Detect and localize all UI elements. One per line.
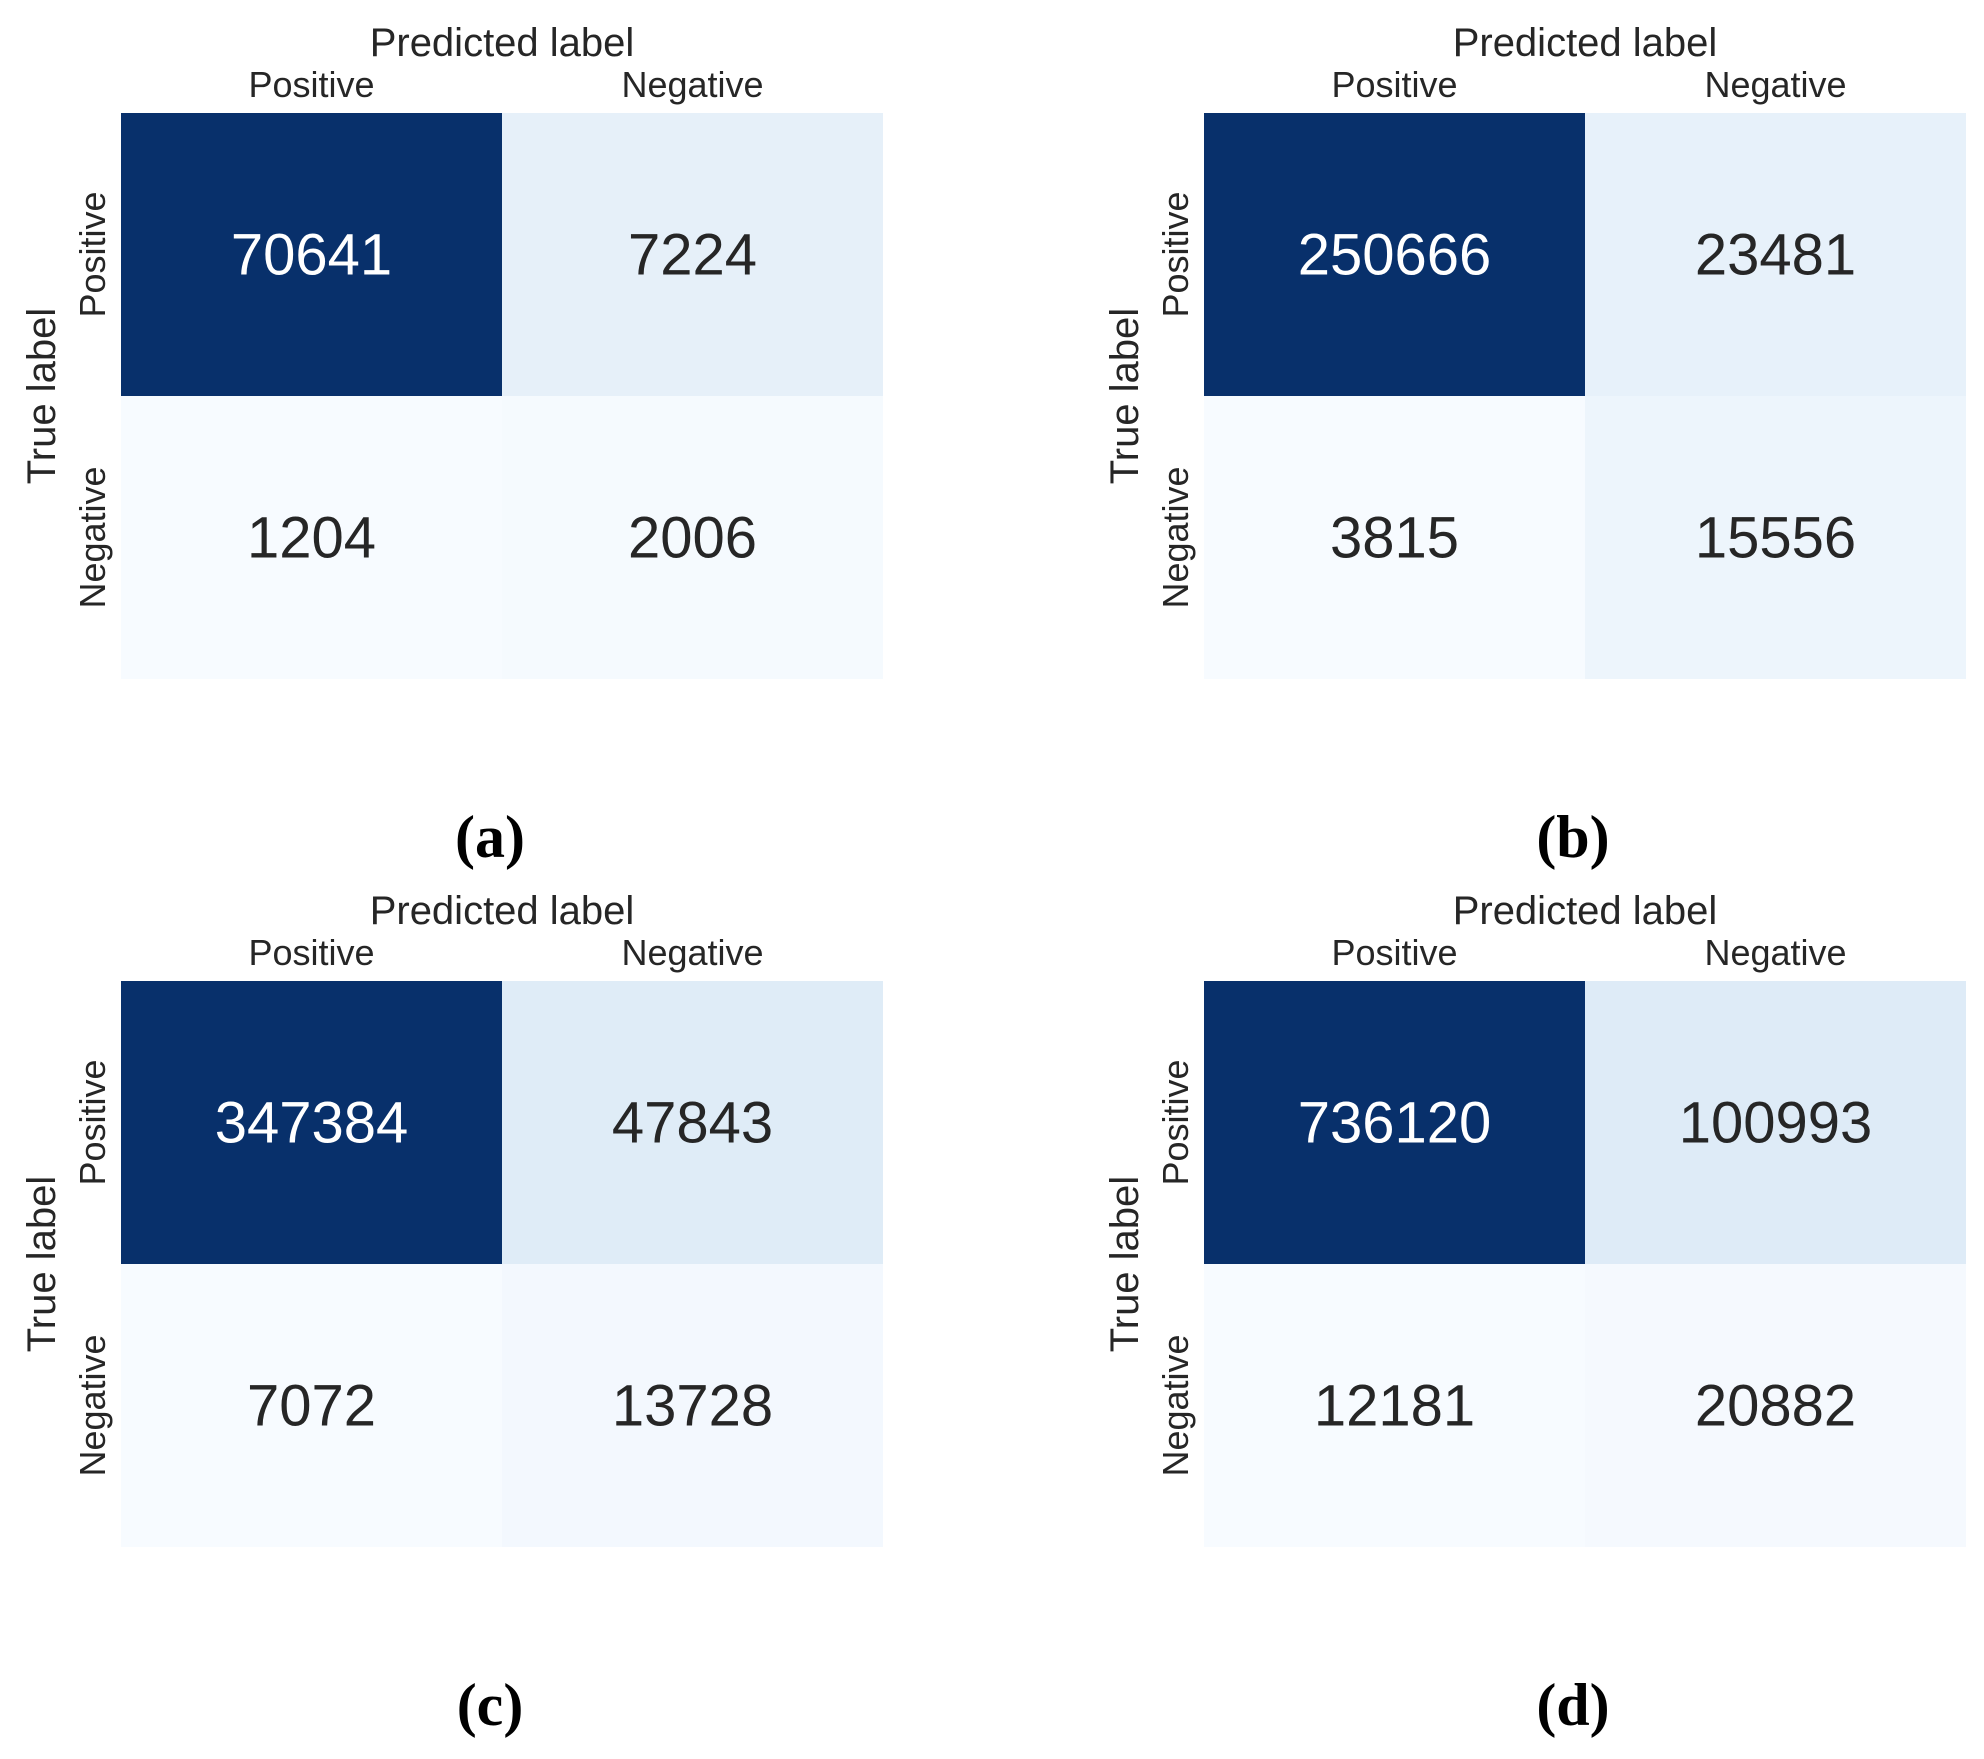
- y-tick-label: Positive: [72, 191, 113, 317]
- cell-value-label: 7224: [628, 223, 757, 288]
- y-axis-label: True label: [20, 308, 64, 484]
- heatmap-cell: [502, 113, 883, 396]
- y-tick-label: Positive: [1155, 1059, 1196, 1185]
- cell-value-label: 23481: [1695, 223, 1856, 288]
- y-tick-label: Negative: [72, 1334, 113, 1476]
- heatmap-cell: [121, 113, 502, 396]
- x-tick-label: Positive: [248, 932, 374, 973]
- heatmap-cell: [121, 396, 502, 679]
- cell-value-label: 15556: [1695, 506, 1856, 571]
- x-axis-label: Predicted label: [370, 21, 635, 65]
- panel-caption: (d): [1536, 1672, 1609, 1738]
- panel-caption: (c): [457, 1672, 524, 1738]
- panel-caption: (b): [1536, 804, 1609, 870]
- cell-value-label: 250666: [1298, 223, 1492, 288]
- heatmap-cell: [1204, 1264, 1585, 1547]
- heatmap-cell: [121, 1264, 502, 1547]
- y-axis-label: True label: [1103, 308, 1147, 484]
- x-axis-label: Predicted label: [1453, 889, 1718, 933]
- heatmap-cell: [502, 396, 883, 679]
- x-tick-label: Positive: [1331, 64, 1457, 105]
- y-tick-label: Positive: [1155, 191, 1196, 317]
- cell-value-label: 736120: [1298, 1091, 1492, 1156]
- cell-value-label: 100993: [1679, 1091, 1873, 1156]
- y-tick-label: Negative: [1155, 466, 1196, 608]
- panel-caption: (a): [455, 804, 525, 870]
- cell-value-label: 7072: [247, 1374, 376, 1439]
- cell-value-label: 3815: [1330, 506, 1459, 571]
- cell-value-label: 20882: [1695, 1374, 1856, 1439]
- heatmap-cell: [1585, 981, 1966, 1264]
- heatmap-cell: [121, 981, 502, 1264]
- heatmap-cell: [1204, 113, 1585, 396]
- y-tick-label: Negative: [1155, 1334, 1196, 1476]
- x-tick-label: Negative: [1704, 932, 1846, 973]
- y-axis-label: True label: [1103, 1176, 1147, 1352]
- cell-value-label: 13728: [612, 1374, 773, 1439]
- x-axis-label: Predicted label: [1453, 21, 1718, 65]
- heatmap-cell: [1204, 981, 1585, 1264]
- cell-value-label: 347384: [215, 1091, 409, 1156]
- heatmap-cell: [1585, 1264, 1966, 1547]
- x-tick-label: Negative: [621, 64, 763, 105]
- cell-value-label: 1204: [247, 506, 376, 571]
- heatmap-cell: [1585, 113, 1966, 396]
- cell-value-label: 12181: [1314, 1374, 1475, 1439]
- y-tick-label: Positive: [72, 1059, 113, 1185]
- cell-value-label: 2006: [628, 506, 757, 571]
- heatmap-cell: [1204, 396, 1585, 679]
- x-tick-label: Negative: [1704, 64, 1846, 105]
- x-tick-label: Positive: [1331, 932, 1457, 973]
- heatmap-cell: [502, 1264, 883, 1547]
- cell-value-label: 70641: [231, 223, 392, 288]
- heatmap-cell: [1585, 396, 1966, 679]
- x-tick-label: Negative: [621, 932, 763, 973]
- x-axis-label: Predicted label: [370, 889, 635, 933]
- y-axis-label: True label: [20, 1176, 64, 1352]
- y-tick-label: Negative: [72, 466, 113, 608]
- heatmap-cell: [502, 981, 883, 1264]
- cell-value-label: 47843: [612, 1091, 773, 1156]
- x-tick-label: Positive: [248, 64, 374, 105]
